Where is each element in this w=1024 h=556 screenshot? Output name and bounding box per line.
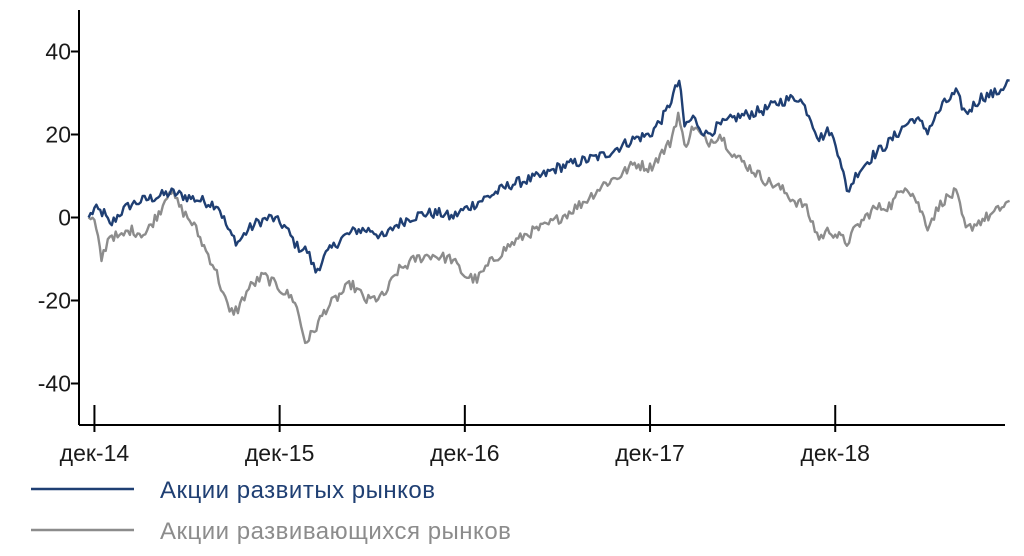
y-tick-label: 40 [45,39,71,65]
y-tick-label: 20 [45,122,71,148]
x-tick-label: дек-15 [245,440,315,466]
legend-label: Акции развивающихся рынков [160,518,511,545]
x-tick-label: дек-16 [430,440,500,466]
series-line-0 [87,79,1010,274]
x-tick-label: дек-17 [615,440,685,466]
y-axis-ticks: -40 -20 0 20 40 [38,39,79,397]
y-tick-label: 0 [58,205,71,231]
x-tick-label: дек-18 [800,440,870,466]
y-tick-label: -20 [38,288,71,314]
legend: Акции развитых рынков Акции развивающихся… [31,477,511,545]
x-axis-ticks: дек-14 дек-15 дек-16 дек-17 дек-18 [60,405,870,466]
legend-label: Акции развитых рынков [160,477,435,504]
chart-axes [78,10,1005,426]
x-tick-label: дек-14 [60,440,130,466]
y-tick-label: -40 [38,371,71,397]
series-layer [87,79,1010,345]
series-line-1 [87,111,1010,345]
